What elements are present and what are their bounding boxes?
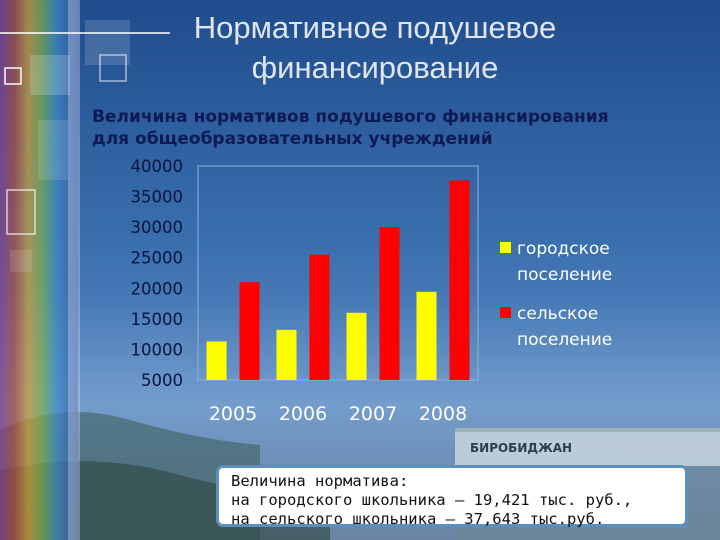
chart-title-line2: для общеобразовательных учреждений bbox=[92, 129, 493, 149]
legend-swatch-rural bbox=[500, 307, 511, 318]
x-tick-label: 2007 bbox=[349, 403, 397, 425]
y-tick-label: 20000 bbox=[131, 279, 184, 298]
x-tick-label: 2006 bbox=[279, 403, 327, 425]
x-tick-label: 2008 bbox=[419, 403, 467, 425]
bar-urban-2008 bbox=[416, 291, 437, 380]
chart-title: Величина нормативов подушевого финансиро… bbox=[92, 106, 712, 150]
y-tick-label: 30000 bbox=[131, 218, 184, 237]
y-tick-label: 10000 bbox=[131, 340, 184, 359]
y-tick-label: 15000 bbox=[131, 310, 184, 329]
chart-title-line1: Величина нормативов подушевого финансиро… bbox=[92, 107, 609, 127]
bar-urban-2006 bbox=[276, 329, 297, 380]
note-line-2: на городского школьника – 19,421 тыс. ру… bbox=[231, 491, 633, 509]
y-tick-label: 25000 bbox=[131, 249, 184, 268]
bar-rural-2005 bbox=[239, 282, 260, 380]
note-line-1: Величина норматива: bbox=[231, 472, 409, 490]
y-tick-label: 35000 bbox=[131, 188, 184, 207]
y-tick-label: 5000 bbox=[141, 371, 183, 390]
note-box: Величина норматива: на городского школьн… bbox=[216, 465, 688, 528]
note-line-3: на сельского школьника – 37,643 тыс.руб. bbox=[231, 510, 605, 528]
plot-area bbox=[197, 165, 479, 381]
bar-urban-2007 bbox=[346, 312, 367, 380]
legend-label: городское bbox=[517, 239, 610, 259]
slide-title-line2: финансирование bbox=[251, 50, 499, 85]
legend-swatch-urban bbox=[500, 242, 511, 253]
legend-label: поселение bbox=[517, 265, 612, 285]
svg-text:БИРОБИДЖАН: БИРОБИДЖАН bbox=[470, 441, 572, 455]
legend-label: поселение bbox=[517, 330, 612, 350]
bar-rural-2008 bbox=[449, 180, 470, 380]
bar-urban-2005 bbox=[206, 341, 227, 380]
bar-rural-2006 bbox=[309, 254, 330, 380]
legend-label: сельское bbox=[517, 304, 598, 324]
y-tick-label: 40000 bbox=[131, 157, 184, 176]
slide-title: Нормативное подушевое финансирование bbox=[160, 8, 590, 88]
x-tick-label: 2005 bbox=[209, 403, 257, 425]
bar-rural-2007 bbox=[379, 227, 400, 380]
slide-title-line1: Нормативное подушевое bbox=[193, 10, 557, 45]
